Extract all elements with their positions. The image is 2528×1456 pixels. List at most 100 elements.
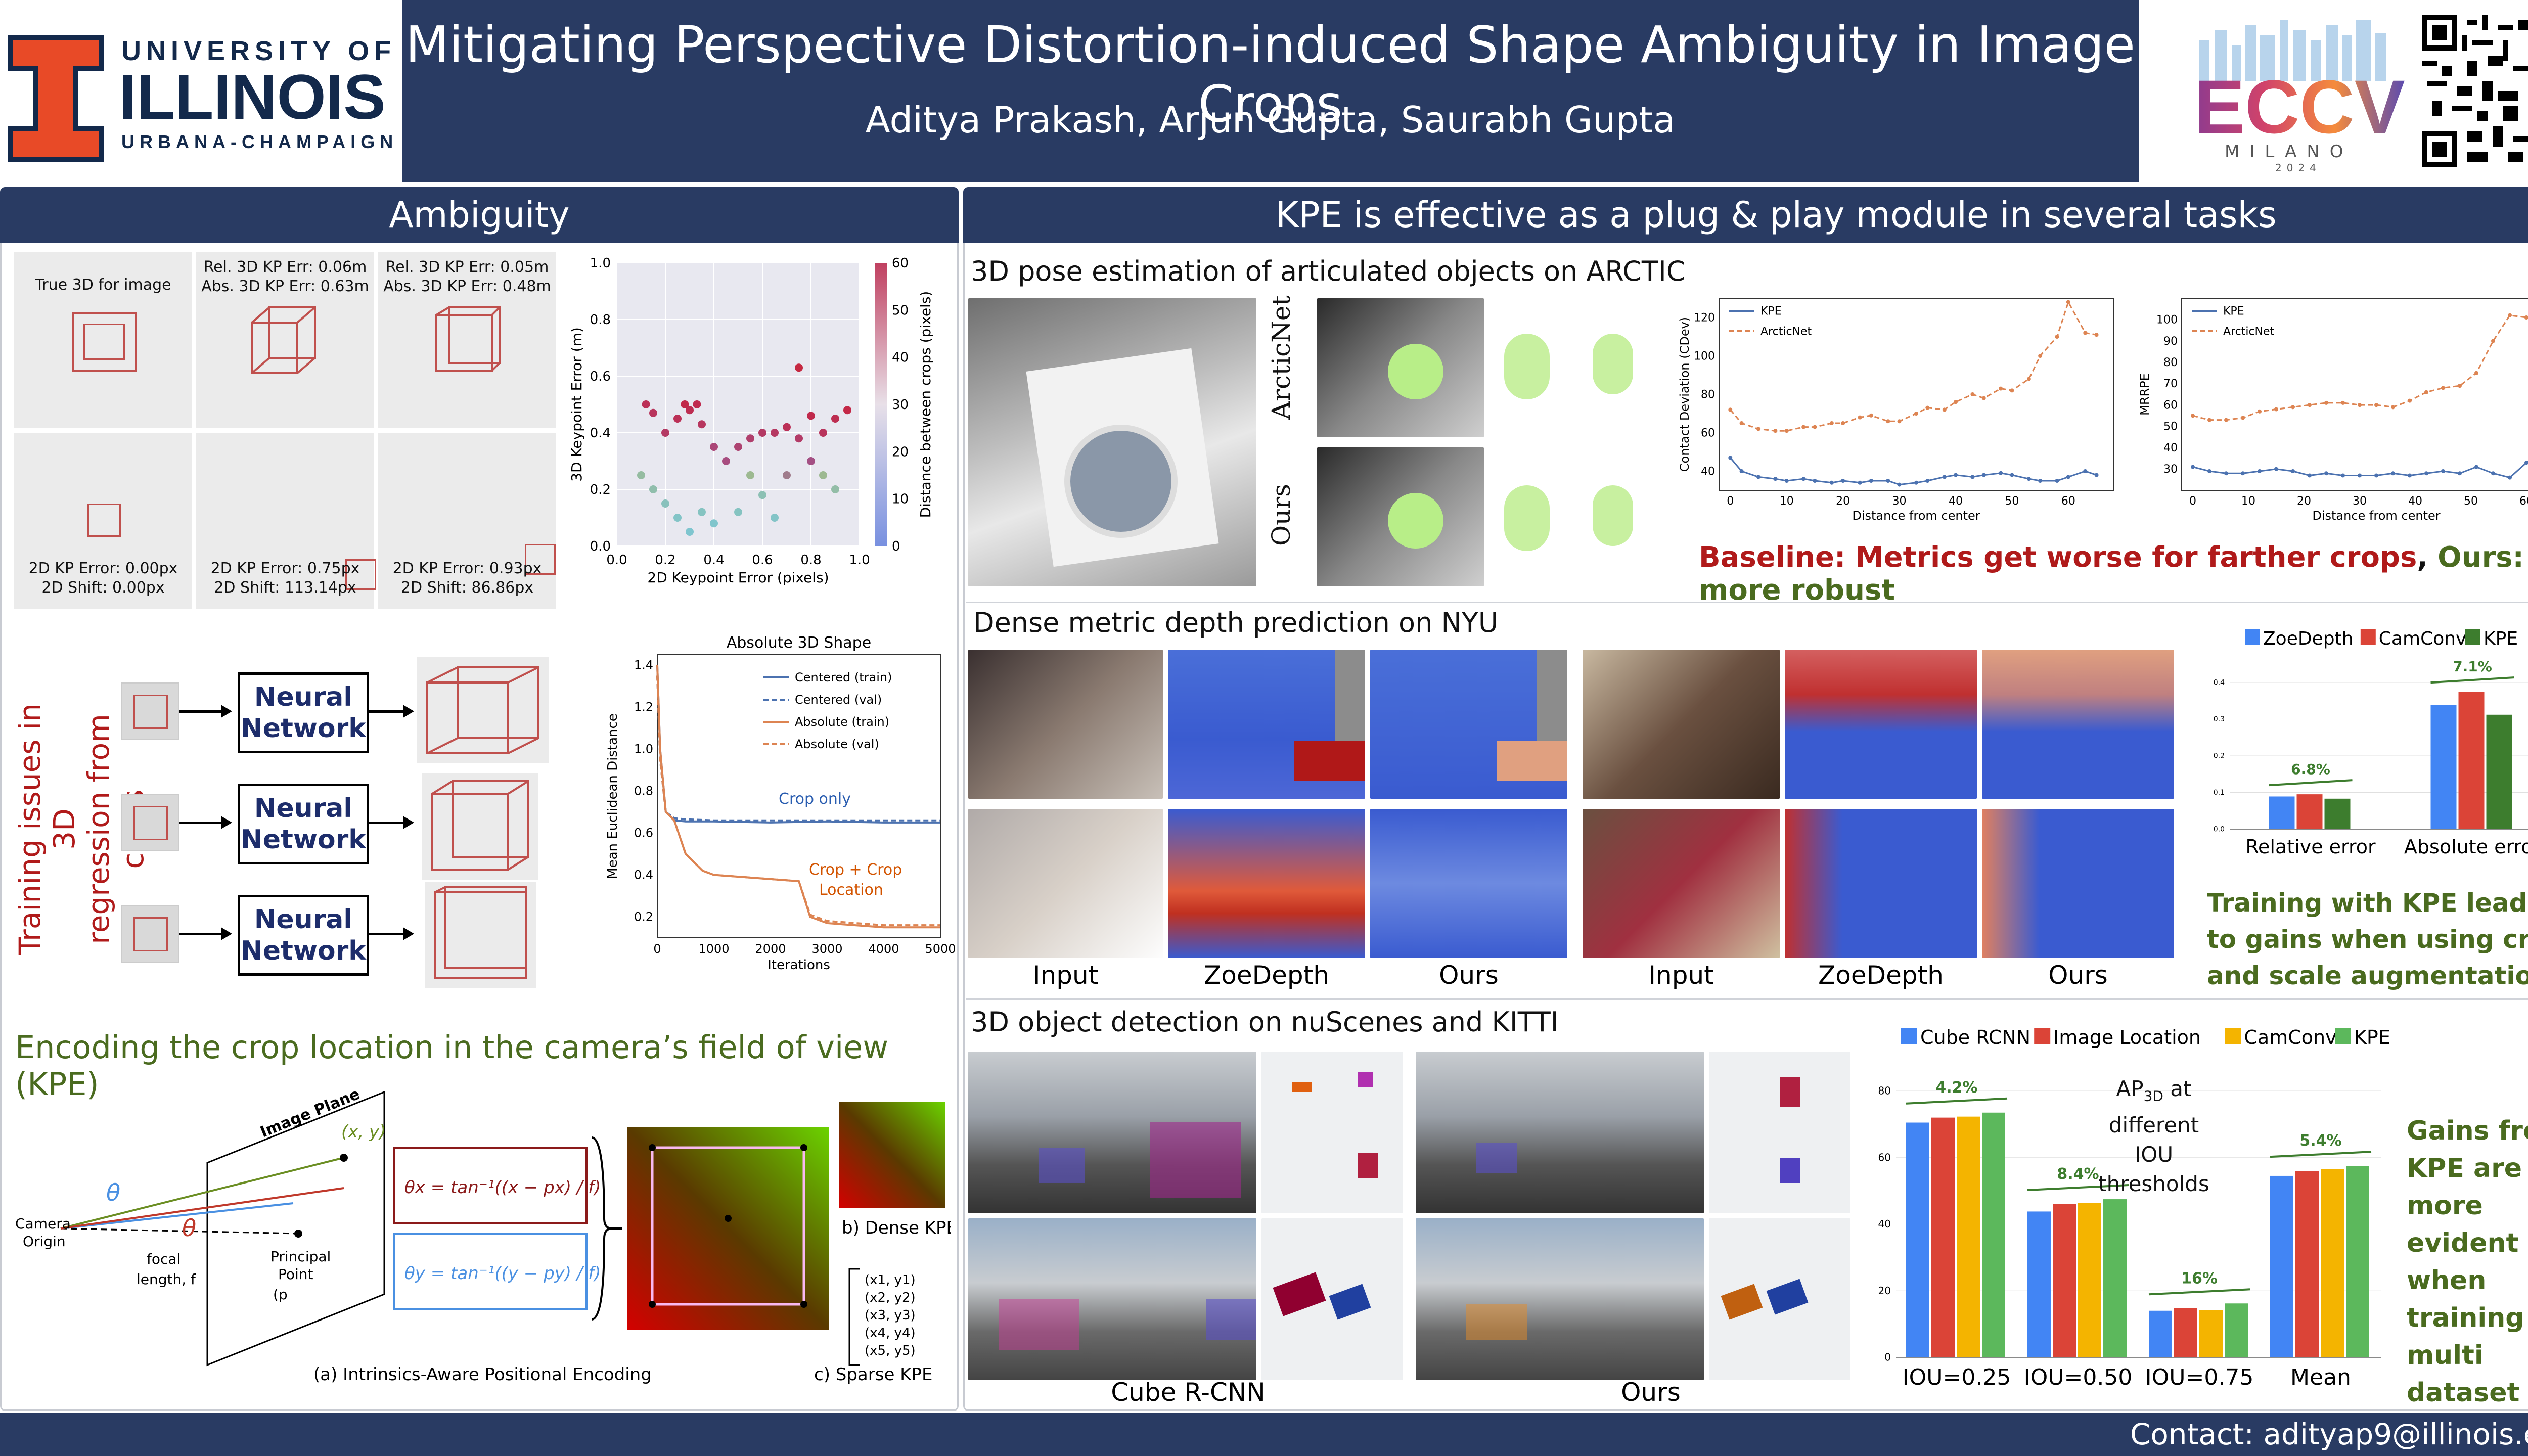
legend-label: KPE: [2223, 305, 2244, 317]
data-point: [686, 406, 694, 415]
x-tick-label: 20: [1836, 495, 1850, 508]
cube-cell: 2D KP Error: 0.93px 2D Shift: 86.86px: [378, 433, 556, 609]
crop-box: [345, 559, 376, 590]
principal-label: Point: [278, 1266, 313, 1283]
x-tick-label: 0: [1727, 495, 1734, 508]
cube-cell: True 3D for image: [14, 252, 192, 428]
data-point: [673, 514, 682, 522]
data-point: [1784, 479, 1789, 483]
x-tick-label: 4000: [868, 942, 899, 956]
legend-label: ArcticNet: [1760, 325, 1812, 338]
data-point: [2374, 473, 2378, 478]
det-col-label: Cube R-CNN: [1111, 1378, 1266, 1407]
data-point: [1739, 421, 1744, 425]
data-point: [795, 363, 803, 372]
legend-label: KPE: [2354, 1026, 2390, 1049]
data-point: [1897, 419, 1902, 424]
data-point: [2374, 403, 2378, 407]
annotation: 7.1%: [2453, 658, 2492, 675]
training-issues-line-1: Training issues in 3D: [13, 703, 81, 955]
x-tick-label: 40: [1949, 495, 1963, 508]
data-point: [1784, 429, 1789, 433]
data-point: [2441, 469, 2445, 473]
data-point: [710, 443, 718, 451]
y-tick-label: 50: [2163, 421, 2178, 433]
data-point: [843, 406, 851, 415]
y-tick-label: 60: [1878, 1151, 1891, 1163]
data-point: [1869, 413, 1873, 418]
plot-area: [617, 263, 860, 546]
camera-origin-label: Camera: [15, 1215, 71, 1232]
x-axis-label: Distance from center: [2312, 509, 2440, 523]
data-point: [1858, 415, 1862, 420]
x-tick-label: 3000: [811, 942, 842, 956]
predicted-cube: [425, 882, 536, 988]
data-point: [746, 471, 754, 479]
legend-label: KPE: [2484, 628, 2518, 649]
qr-code[interactable]: [2422, 15, 2528, 167]
mrrpe-chart: 0 10 20 30 40 50 60 30 40 50 60 70 80 90 100 KPE ArcticN…: [2138, 298, 2528, 523]
legend-label: Centered (train): [795, 670, 892, 685]
x-tick-label: 1.0: [849, 553, 870, 568]
data-point: [819, 429, 827, 437]
contact-email[interactable]: Contact: adityap9@illinois.edu: [2130, 1417, 2528, 1451]
cube-cell: Rel. 3D KP Err: 0.06m Abs. 3D KP Err: 0.…: [196, 252, 374, 428]
bar: [2346, 1166, 2369, 1357]
annotation: 6.8%: [2291, 761, 2330, 778]
nn-label: Neural: [254, 904, 353, 935]
nyu-conclusion: Training with KPE leads to gains when us…: [2207, 888, 2528, 990]
eccv-city: MILANO: [2225, 142, 2354, 162]
annotation-arrow: [2148, 1288, 2250, 1296]
nyu-ours-2: [1370, 809, 1567, 958]
legend-swatch: [2225, 1028, 2241, 1044]
bar: [2295, 1171, 2319, 1357]
legend-label: Absolute (train): [795, 715, 889, 729]
theta-x-label: θ: [182, 1214, 196, 1242]
y-tick-label: 0.6: [634, 826, 653, 840]
x-tick-label: 50: [2005, 495, 2019, 508]
dense-kpe-map: [627, 1127, 829, 1330]
y-tick-label: 1.4: [634, 658, 653, 672]
nn-label: Network: [241, 825, 366, 855]
bar: [2053, 1204, 2076, 1357]
crop-thumbnail: [121, 905, 179, 963]
nyu-col-label: ZoeDepth: [1204, 961, 1329, 990]
ray-line: [60, 1187, 344, 1230]
data-point: [2424, 390, 2428, 394]
data-point: [1954, 400, 1958, 404]
bar: [2103, 1199, 2127, 1357]
camera-origin-label: Origin: [23, 1233, 66, 1250]
colorbar-tick-label: 40: [892, 350, 909, 366]
y-tick-label: 60: [2163, 399, 2178, 412]
y-tick-label: 30: [2163, 463, 2178, 476]
plot-area: [657, 654, 941, 938]
annotation: Location: [819, 881, 883, 899]
data-point: [783, 423, 791, 431]
data-point: [1773, 477, 1778, 481]
formula-x-box: [393, 1147, 588, 1224]
data-point: [2010, 388, 2014, 393]
category-label: IOU=0.50: [2024, 1364, 2133, 1390]
y-tick-label: 0.6: [590, 369, 611, 384]
data-point: [673, 415, 682, 423]
y-tick-label: 20: [1878, 1285, 1891, 1297]
y-tick-label: 1.0: [590, 256, 611, 271]
y-tick-label: 40: [1701, 465, 1715, 478]
annotation-arrow: [2270, 1151, 2372, 1158]
nyu-ours-1: [1370, 650, 1567, 799]
data-point: [661, 499, 669, 508]
bar: [2458, 692, 2485, 829]
data-point: [2241, 416, 2245, 420]
nyu-input-3: [1583, 650, 1780, 799]
chart-title: Absolute 3D Shape: [727, 634, 871, 652]
data-point: [2055, 335, 2059, 339]
data-point: [1773, 429, 1778, 433]
annotation-arrow: [2430, 676, 2514, 684]
arctic-main-image: [968, 298, 1256, 586]
data-point: [734, 443, 742, 451]
nyu-input-2: [968, 809, 1163, 958]
y-tick-label: 0: [1884, 1351, 1891, 1363]
illinois-block-i-icon: [8, 35, 104, 162]
data-point: [2391, 471, 2395, 476]
data-point: [2358, 403, 2362, 407]
